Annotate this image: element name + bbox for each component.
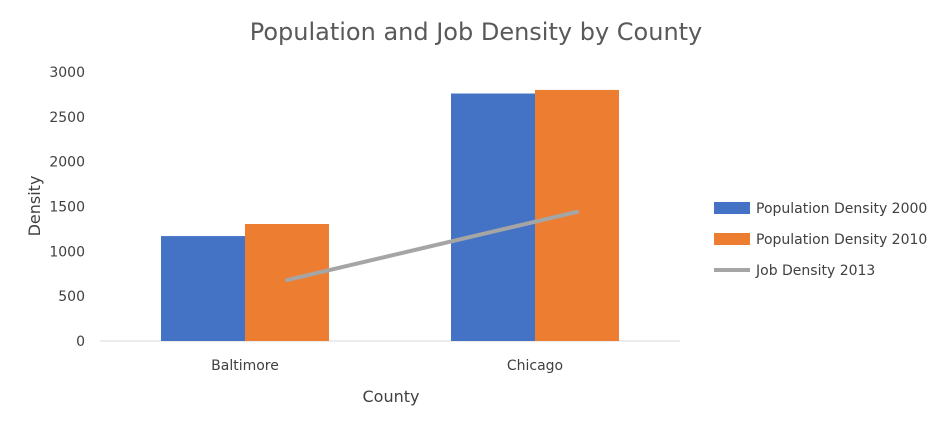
line-job-density-2013 xyxy=(285,209,579,283)
y-axis-ticks: 0 500 1000 1500 2000 2500 3000 xyxy=(49,65,85,350)
legend-swatch-1 xyxy=(714,233,750,245)
x-axis-title: County xyxy=(363,387,420,406)
chart-title: Population and Job Density by County xyxy=(250,18,703,46)
bar-chicago-0 xyxy=(451,93,535,342)
bars xyxy=(161,89,619,342)
y-tick-label: 1000 xyxy=(49,244,85,260)
y-tick-label: 1500 xyxy=(49,200,85,216)
y-tick-label: 0 xyxy=(76,334,85,350)
y-tick-label: 500 xyxy=(58,289,85,305)
legend-swatch-0 xyxy=(714,202,750,214)
y-tick-label: 3000 xyxy=(49,65,85,81)
legend-label-0: Population Density 2000 xyxy=(756,201,927,217)
y-tick-label: 2000 xyxy=(49,155,85,171)
bar-baltimore-1 xyxy=(245,223,329,341)
y-tick-label: 2500 xyxy=(49,110,85,126)
bar-baltimore-0 xyxy=(161,236,245,341)
legend: Population Density 2000 Population Densit… xyxy=(714,201,927,279)
x-axis-ticks: Baltimore Chicago xyxy=(211,358,563,374)
legend-label-2: Job Density 2013 xyxy=(755,263,875,279)
legend-label-1: Population Density 2010 xyxy=(756,232,927,248)
x-tick-label-chicago: Chicago xyxy=(507,358,563,374)
bar-chicago-1 xyxy=(535,89,619,341)
line-series xyxy=(285,209,579,283)
x-tick-label-baltimore: Baltimore xyxy=(211,358,279,374)
y-axis-title: Density xyxy=(25,176,44,237)
